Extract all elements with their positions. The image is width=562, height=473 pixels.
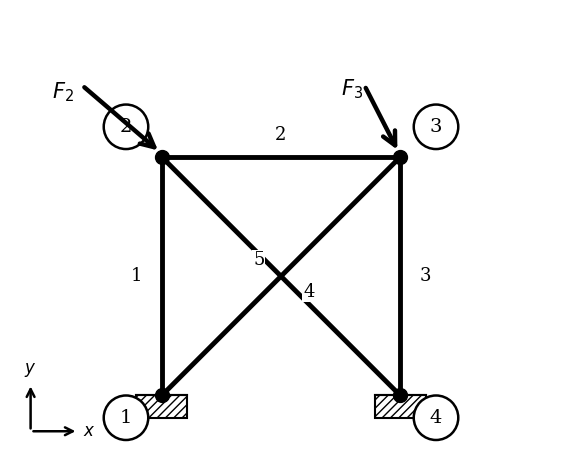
Bar: [137, 395, 187, 418]
Text: 2: 2: [120, 118, 132, 136]
Text: 1: 1: [120, 409, 132, 427]
Text: $F_2$: $F_2$: [52, 80, 74, 104]
Text: $y$: $y$: [24, 361, 37, 379]
Text: 4: 4: [430, 409, 442, 427]
Text: 3: 3: [420, 267, 432, 285]
Text: 1: 1: [130, 267, 142, 285]
Text: 2: 2: [275, 126, 287, 144]
Circle shape: [104, 105, 148, 149]
Circle shape: [104, 395, 148, 440]
Text: $F_3$: $F_3$: [341, 78, 362, 101]
Text: 4: 4: [303, 283, 315, 301]
Text: 5: 5: [253, 251, 265, 269]
Circle shape: [414, 105, 458, 149]
Text: 3: 3: [430, 118, 442, 136]
Text: $x$: $x$: [83, 423, 96, 440]
Circle shape: [414, 395, 458, 440]
Bar: [375, 395, 425, 418]
